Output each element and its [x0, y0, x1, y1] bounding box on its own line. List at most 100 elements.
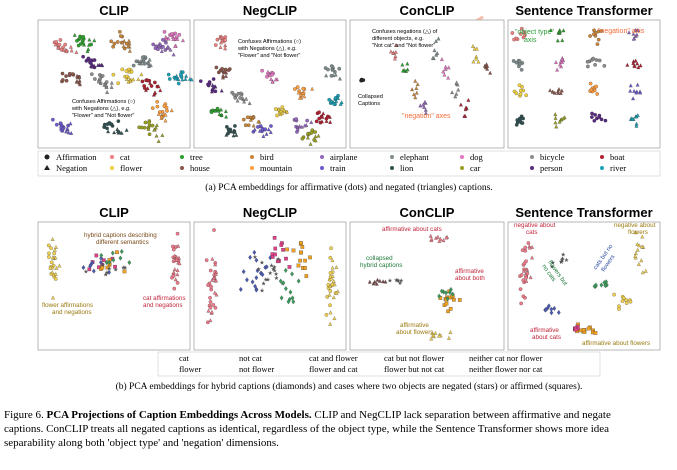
point: [296, 278, 301, 284]
point: [299, 250, 303, 255]
point: [423, 111, 428, 115]
point: [51, 295, 55, 300]
legend-label: flower but not cat: [384, 364, 445, 374]
point: [54, 245, 58, 249]
point: [603, 118, 608, 123]
point: [147, 132, 152, 137]
point: [224, 114, 229, 119]
point: [372, 279, 377, 284]
point: ★: [272, 264, 277, 271]
point: [50, 237, 55, 241]
point: [279, 295, 284, 301]
point: [58, 38, 63, 42]
point: [169, 108, 174, 113]
point: [313, 138, 318, 143]
point: [218, 68, 223, 73]
point: [517, 83, 522, 88]
point: [263, 127, 268, 132]
point: [229, 129, 234, 134]
point: [620, 299, 625, 303]
point: [158, 42, 163, 47]
point: [643, 268, 648, 273]
point: [124, 127, 129, 132]
point: [588, 34, 592, 38]
point: [251, 114, 256, 119]
legend-marker: [250, 166, 254, 170]
legend-label: lion: [400, 163, 414, 173]
point: [221, 73, 225, 78]
point: [236, 91, 241, 96]
point: [214, 292, 219, 297]
point: [530, 255, 534, 260]
point: [248, 117, 253, 122]
point: [284, 286, 288, 292]
point: [75, 73, 79, 78]
point: [264, 264, 269, 270]
point: [266, 127, 271, 132]
point: [273, 107, 278, 111]
point: [156, 47, 160, 52]
point: [304, 274, 309, 278]
point: [284, 256, 288, 261]
note: "negation" axes: [402, 113, 451, 120]
point: [300, 91, 305, 96]
legend-label: elephant: [400, 152, 429, 162]
point: [64, 74, 68, 78]
point: [547, 303, 551, 309]
point: [111, 72, 116, 77]
note: Captions: [358, 101, 380, 107]
note: hybrid captions describing: [84, 232, 157, 239]
legend-label: river: [610, 163, 626, 173]
point: ★: [100, 262, 105, 269]
point: [128, 48, 132, 53]
point: [635, 247, 640, 252]
point: ★: [104, 269, 109, 276]
point: [446, 65, 451, 70]
point: [214, 278, 219, 283]
point: [554, 124, 559, 129]
legend-label: Negation: [56, 163, 88, 173]
point: [242, 99, 247, 104]
point: [453, 94, 458, 99]
point: [184, 73, 189, 78]
point: [208, 295, 212, 300]
point: [158, 88, 163, 92]
point: [208, 300, 213, 304]
point: [121, 44, 126, 49]
point: [60, 122, 64, 127]
point: [166, 72, 171, 77]
point: [84, 59, 89, 63]
point: [549, 306, 554, 312]
point: [127, 69, 132, 74]
point: [556, 309, 561, 316]
point: [56, 45, 61, 50]
point: [528, 275, 533, 280]
point: [75, 79, 80, 84]
point: [120, 40, 125, 45]
panel-title: NegCLIP: [243, 205, 298, 220]
point: [152, 127, 157, 132]
point: [295, 85, 300, 89]
point: [254, 275, 259, 281]
point: [246, 123, 251, 128]
point: [81, 40, 86, 45]
point: [247, 101, 252, 105]
point: [518, 287, 523, 291]
point: [441, 238, 446, 243]
point: [122, 38, 127, 43]
point: [333, 72, 338, 77]
point: [299, 124, 304, 129]
point: [442, 72, 447, 77]
point: [628, 299, 633, 304]
point: [308, 255, 312, 260]
point: [210, 89, 214, 94]
point: ★: [561, 252, 566, 259]
point: [590, 115, 594, 120]
point: [303, 258, 307, 263]
point: [238, 286, 243, 292]
point: [162, 30, 167, 34]
point: [552, 305, 557, 311]
point: [553, 120, 558, 125]
point: [457, 298, 462, 302]
point: [222, 68, 227, 73]
